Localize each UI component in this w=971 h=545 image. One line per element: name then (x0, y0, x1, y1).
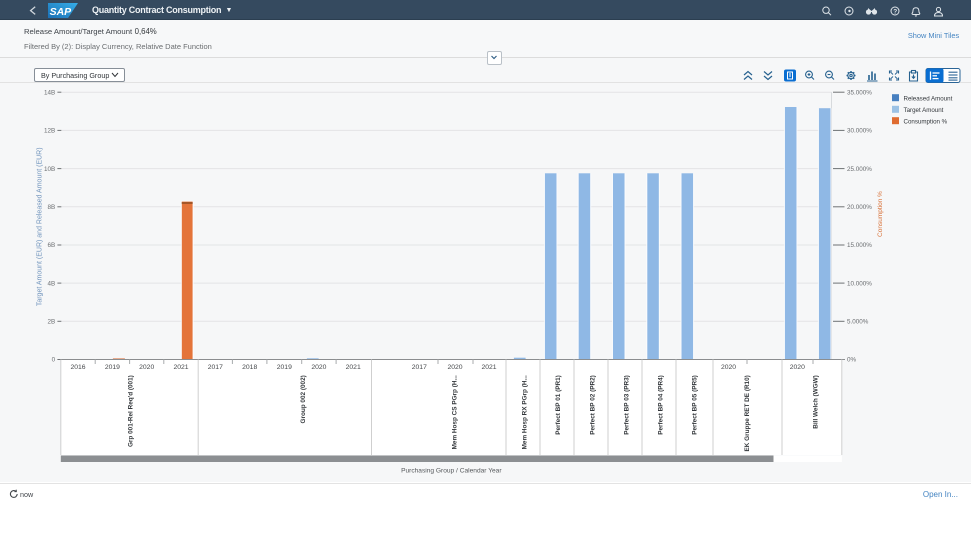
svg-text:Grp 001-Rel Req'd (001): Grp 001-Rel Req'd (001) (128, 375, 135, 447)
svg-text:20.000%: 20.000% (847, 204, 872, 211)
svg-text:12B: 12B (44, 128, 55, 135)
svg-text:Released Amount: Released Amount (904, 95, 953, 102)
svg-text:Bill Welch (WGW): Bill Welch (WGW) (813, 375, 820, 429)
svg-text:Perfect BP 03 (PR3): Perfect BP 03 (PR3) (624, 375, 631, 435)
svg-text:Target Amount (EUR) and Releas: Target Amount (EUR) and Released Amount … (37, 147, 44, 306)
svg-text:2020: 2020 (721, 364, 736, 371)
svg-text:2017: 2017 (412, 364, 427, 371)
svg-text:0%: 0% (847, 357, 857, 364)
svg-text:Consumption %: Consumption % (904, 118, 948, 125)
svg-text:SAP: SAP (50, 7, 73, 18)
svg-text:Mem Hosp RX PGrp (H...: Mem Hosp RX PGrp (H... (521, 375, 528, 449)
svg-text:2020: 2020 (790, 364, 805, 371)
svg-text:35.000%: 35.000% (847, 89, 872, 96)
svg-text:4B: 4B (47, 280, 55, 287)
svg-text:Perfect BP 04 (PR4): Perfect BP 04 (PR4) (658, 375, 665, 435)
svg-text:?: ? (893, 9, 897, 16)
svg-text:Mem Hosp CS PGrp (H...: Mem Hosp CS PGrp (H... (452, 375, 459, 449)
svg-text:Target Amount: Target Amount (904, 107, 944, 114)
svg-text:Purchasing Group / Calendar Ye: Purchasing Group / Calendar Year (401, 467, 502, 474)
svg-text:Perfect BP 05 (PR5): Perfect BP 05 (PR5) (692, 375, 699, 435)
svg-text:Perfect BP 02 (PR2): Perfect BP 02 (PR2) (590, 375, 597, 435)
svg-text:2021: 2021 (481, 364, 496, 371)
svg-text:30.000%: 30.000% (847, 128, 872, 135)
svg-text:2018: 2018 (242, 364, 257, 371)
svg-text:2016: 2016 (70, 364, 85, 371)
svg-text:0: 0 (52, 357, 56, 364)
svg-text:2021: 2021 (173, 364, 188, 371)
svg-text:25.000%: 25.000% (847, 166, 872, 173)
svg-text:14B: 14B (44, 89, 55, 96)
svg-text:2017: 2017 (208, 364, 223, 371)
svg-text:2021: 2021 (346, 364, 361, 371)
svg-text:Group 002 (002): Group 002 (002) (300, 375, 307, 423)
svg-text:10B: 10B (44, 166, 55, 173)
svg-text:2020: 2020 (311, 364, 326, 371)
svg-text:Perfect BP 01 (PR1): Perfect BP 01 (PR1) (555, 375, 562, 435)
svg-text:2019: 2019 (277, 364, 292, 371)
svg-text:2020: 2020 (447, 364, 462, 371)
svg-text:2B: 2B (47, 319, 55, 326)
svg-text:5.000%: 5.000% (847, 319, 869, 326)
svg-text:2020: 2020 (139, 364, 154, 371)
svg-text:10.000%: 10.000% (847, 280, 872, 287)
svg-text:Consumption %: Consumption % (877, 191, 884, 237)
svg-text:6B: 6B (47, 242, 55, 249)
svg-text:15.000%: 15.000% (847, 242, 872, 249)
svg-text:8B: 8B (47, 204, 55, 211)
svg-text:2019: 2019 (105, 364, 120, 371)
svg-text:EK Gruppe RET DE (R10): EK Gruppe RET DE (R10) (744, 375, 751, 451)
